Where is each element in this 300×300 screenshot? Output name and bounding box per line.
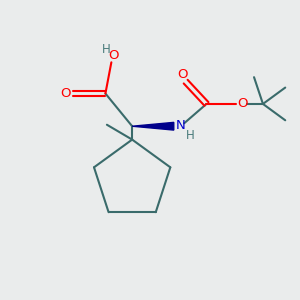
Text: N: N bbox=[176, 119, 185, 132]
Text: O: O bbox=[60, 87, 70, 100]
Text: O: O bbox=[238, 98, 248, 110]
Text: H: H bbox=[186, 129, 194, 142]
Polygon shape bbox=[132, 122, 174, 130]
Text: H: H bbox=[102, 43, 110, 56]
Text: O: O bbox=[177, 68, 188, 81]
Text: O: O bbox=[108, 49, 119, 62]
